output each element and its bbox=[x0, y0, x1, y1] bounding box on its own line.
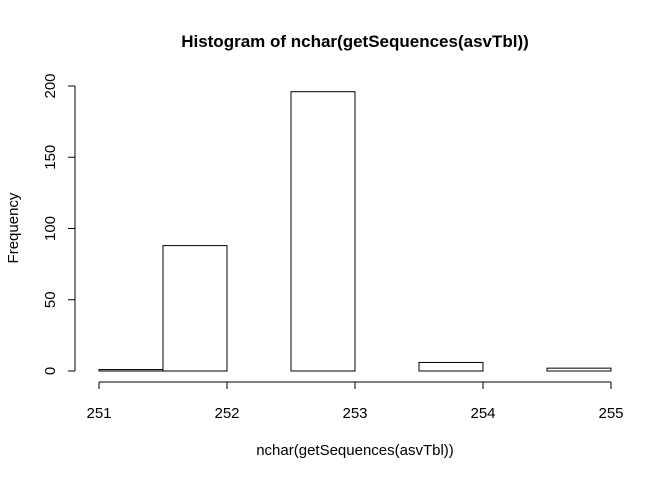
histogram-bar-0 bbox=[98, 369, 164, 372]
x-tick-label-251: 251 bbox=[86, 405, 111, 422]
histogram-bar-5 bbox=[418, 361, 484, 372]
y-axis: 0 50 100 150 200 bbox=[42, 73, 76, 375]
x-tick-label-255: 255 bbox=[598, 405, 623, 422]
y-axis-label: Frequency bbox=[5, 192, 22, 263]
x-tick-label-254: 254 bbox=[470, 405, 495, 422]
y-tick-label-0: 0 bbox=[42, 367, 59, 375]
x-tick-label-252: 252 bbox=[214, 405, 239, 422]
histogram-bar-7 bbox=[546, 367, 612, 372]
bars-group bbox=[98, 91, 612, 372]
chart-title: Histogram of nchar(getSequences(asvTbl)) bbox=[181, 32, 529, 51]
y-tick-label-50: 50 bbox=[42, 291, 59, 308]
x-axis-label: nchar(getSequences(asvTbl)) bbox=[256, 442, 454, 459]
y-tick-label-150: 150 bbox=[42, 145, 59, 170]
x-axis: 251 252 253 254 255 bbox=[86, 381, 624, 422]
histogram-bar-3 bbox=[290, 91, 356, 372]
histogram-bar-1 bbox=[162, 245, 228, 372]
x-tick-label-253: 253 bbox=[342, 405, 367, 422]
y-tick-label-200: 200 bbox=[42, 73, 59, 98]
y-tick-label-100: 100 bbox=[42, 216, 59, 241]
